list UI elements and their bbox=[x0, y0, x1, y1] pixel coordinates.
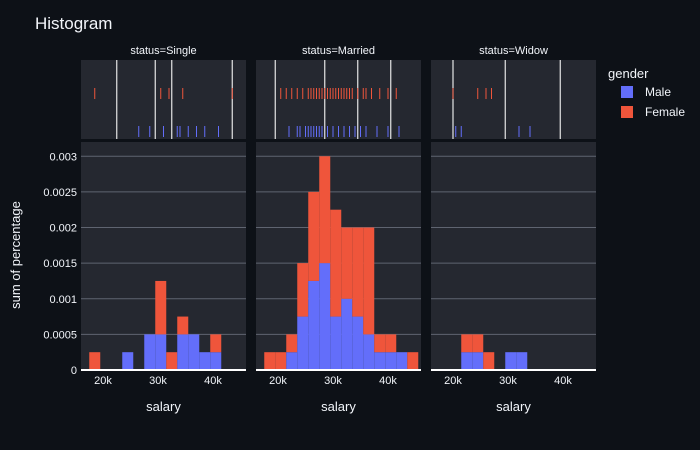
x-tick-label: 20k bbox=[444, 375, 462, 387]
bar-male bbox=[122, 352, 134, 370]
facet-1: status=Married 20k 30k 40k salary bbox=[256, 45, 421, 414]
x-axis-title: salary bbox=[321, 399, 356, 414]
bar-male bbox=[199, 352, 211, 370]
legend-label-female: Female bbox=[645, 105, 685, 119]
y-tick-label: 0.0015 bbox=[43, 258, 77, 270]
bar-male bbox=[188, 334, 200, 370]
facet-label: status=Married bbox=[302, 45, 375, 57]
legend-label-male: Male bbox=[645, 85, 671, 99]
bar-female bbox=[363, 227, 375, 335]
y-tick-label: 0 bbox=[71, 365, 77, 377]
bar-female bbox=[330, 209, 342, 317]
x-axis-title: salary bbox=[146, 399, 181, 414]
legend-item-female[interactable]: Female bbox=[621, 105, 685, 119]
bar-male bbox=[396, 352, 408, 370]
bar-female bbox=[155, 280, 167, 335]
bar-female bbox=[407, 352, 419, 370]
bar-male bbox=[297, 316, 309, 370]
bar-male bbox=[210, 352, 222, 370]
y-tick-label: 0.0025 bbox=[43, 187, 77, 199]
bar-male bbox=[286, 352, 298, 370]
bar-female bbox=[275, 352, 287, 370]
bar-male bbox=[144, 334, 156, 370]
bar-female bbox=[472, 334, 484, 353]
bar-female bbox=[264, 352, 276, 370]
rug-panel bbox=[81, 60, 246, 139]
bar-female bbox=[308, 191, 320, 281]
bar-male bbox=[352, 316, 364, 370]
bar-female bbox=[286, 334, 298, 353]
bar-male bbox=[330, 316, 342, 370]
bar-male bbox=[472, 352, 484, 370]
x-tick-label: 40k bbox=[554, 375, 572, 387]
bar-female bbox=[341, 227, 353, 299]
legend-swatch-male bbox=[621, 86, 633, 98]
y-tick-label: 0.003 bbox=[49, 151, 77, 163]
x-tick-label: 40k bbox=[204, 375, 222, 387]
legend[interactable]: gender Male Female bbox=[608, 66, 685, 119]
x-tick-label: 30k bbox=[324, 375, 342, 387]
bar-female bbox=[385, 334, 397, 353]
bar-female bbox=[297, 263, 309, 317]
bar-female bbox=[210, 334, 222, 353]
rug-panel bbox=[431, 60, 596, 139]
y-tick-label: 0.001 bbox=[49, 294, 77, 306]
bar-female bbox=[461, 334, 473, 353]
bar-male bbox=[385, 352, 397, 370]
legend-item-male[interactable]: Male bbox=[621, 85, 671, 99]
facet-label: status=Widow bbox=[479, 45, 548, 57]
bar-female bbox=[177, 316, 189, 335]
y-axis: 0 0.0005 0.001 0.0015 0.002 0.0025 0.003 bbox=[43, 151, 77, 377]
chart-title: Histogram bbox=[35, 14, 112, 33]
legend-swatch-female bbox=[621, 106, 633, 118]
bar-female bbox=[319, 156, 331, 264]
bar-male bbox=[505, 352, 517, 370]
bar-male bbox=[374, 352, 386, 370]
bar-male bbox=[516, 352, 528, 370]
bar-female bbox=[166, 352, 178, 370]
bar-female bbox=[483, 352, 495, 370]
bar-male bbox=[319, 263, 331, 370]
rug-panel bbox=[256, 60, 421, 139]
y-tick-label: 0.0005 bbox=[43, 329, 77, 341]
facet-label: status=Single bbox=[130, 45, 196, 57]
x-tick-label: 20k bbox=[94, 375, 112, 387]
bar-male bbox=[461, 352, 473, 370]
bar-male bbox=[341, 298, 353, 370]
x-tick-label: 20k bbox=[269, 375, 287, 387]
bar-male bbox=[177, 334, 189, 370]
bar-male bbox=[363, 334, 375, 370]
x-tick-label: 30k bbox=[499, 375, 517, 387]
x-tick-label: 30k bbox=[149, 375, 167, 387]
bar-female bbox=[374, 334, 386, 353]
y-tick-label: 0.002 bbox=[49, 223, 77, 235]
facet-2: status=Widow 20k 30k 40k salary bbox=[431, 45, 596, 414]
bar-male bbox=[308, 280, 320, 370]
x-tick-label: 40k bbox=[379, 375, 397, 387]
legend-title: gender bbox=[608, 66, 649, 81]
x-axis-title: salary bbox=[496, 399, 531, 414]
bar-male bbox=[155, 334, 167, 370]
bar-female bbox=[89, 352, 101, 370]
bar-female bbox=[352, 227, 364, 317]
facet-0: status=Single 20k 30k 40k salary bbox=[81, 45, 246, 414]
main-panel bbox=[431, 142, 596, 370]
y-axis-title: sum of percentage bbox=[8, 201, 23, 309]
